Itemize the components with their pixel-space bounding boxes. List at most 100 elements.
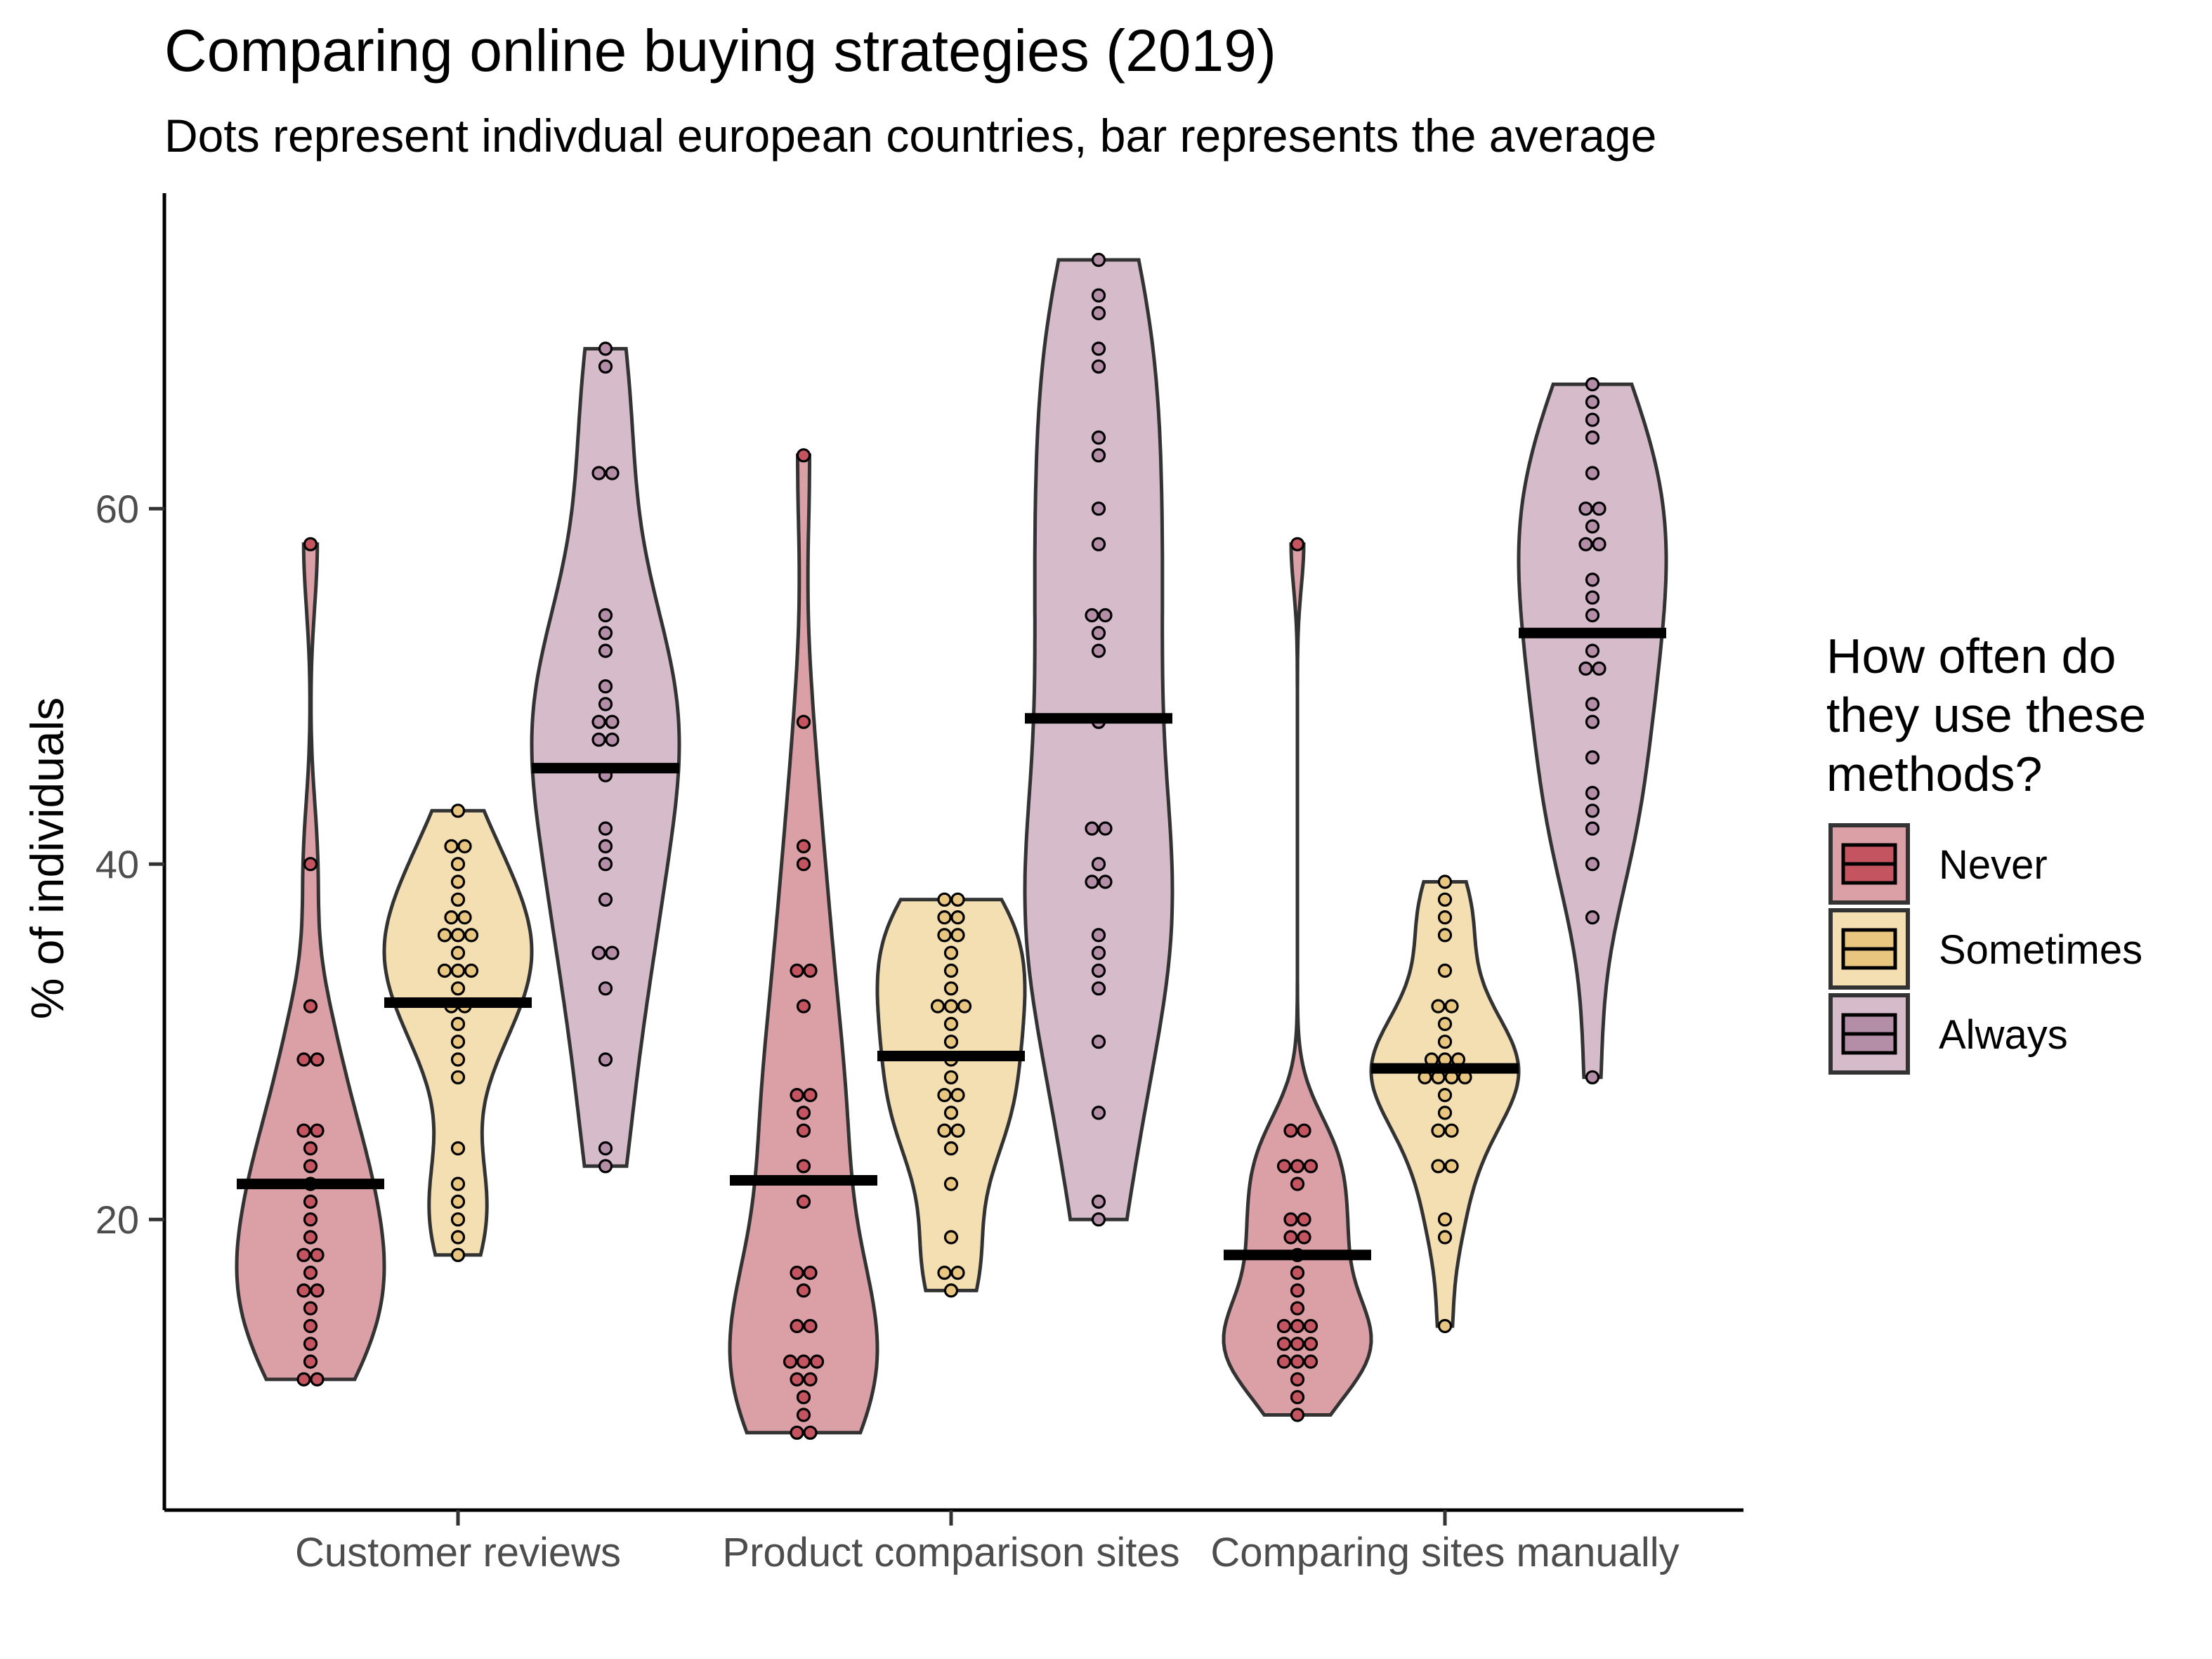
country-dot [591,732,606,747]
country-dot [1585,572,1600,587]
country-dot [790,963,804,978]
country-dot [937,1265,952,1280]
country-dot [303,1141,318,1156]
country-dot [937,892,952,907]
country-dot [1585,1070,1600,1084]
country-dot [598,608,613,623]
country-dot [803,1372,818,1387]
legend-label-never: Never [1939,842,2048,888]
country-dot [943,1141,959,1156]
country-dot [790,1087,804,1103]
country-dot [1283,1123,1298,1138]
country-dot [303,1159,318,1174]
violin-always [1023,258,1174,1221]
country-dot [796,839,811,854]
chart-title: Comparing online buying strategies (2019… [164,18,1276,84]
country-dot [1437,1016,1453,1032]
violin-group-always-0 [530,341,681,1174]
country-dot [796,1283,811,1298]
y-tick-label: 40 [96,842,139,886]
country-dot [598,341,613,356]
country-dot [943,1283,959,1298]
country-dot [1297,1230,1311,1245]
country-dot [450,928,466,943]
country-dot [1585,466,1600,480]
country-dot [796,1123,811,1138]
country-dot [943,1230,959,1245]
country-dot [1303,1318,1318,1334]
country-dot [598,359,613,374]
country-dot [1085,821,1099,836]
country-dot [790,1318,804,1334]
country-dot [943,1016,959,1032]
country-dot [303,1194,318,1209]
country-dot [1091,1106,1106,1120]
country-dot [803,963,818,978]
country-dot [303,1301,318,1316]
legend-title-line: they use these [1826,688,2146,742]
country-dot [1276,1159,1292,1174]
country-dot [1444,999,1459,1014]
violin-sometimes [1369,880,1521,1328]
country-dot [1437,1106,1453,1120]
country-dot [1585,821,1600,836]
violin-sometimes [382,808,534,1257]
country-dot [1444,1159,1459,1174]
country-dot [450,1230,466,1245]
country-dot [1585,412,1600,427]
country-dot [598,697,613,712]
country-dot [1431,999,1446,1014]
country-dot [1290,1265,1305,1280]
country-dot [1091,306,1106,320]
country-dot [1437,892,1453,907]
country-dot [1431,1123,1446,1138]
country-dot [796,1194,811,1209]
country-dot [450,945,466,960]
violin-group-sometimes-0 [382,804,534,1262]
country-dot [450,1212,466,1227]
x-tick-label: Comparing sites manually [1210,1530,1679,1575]
country-dot [1085,608,1099,623]
country-dot [598,981,613,996]
country-dot [937,928,952,943]
country-dot [1283,1230,1298,1245]
country-dot [450,874,466,889]
country-dot [796,448,811,463]
violin-always [530,347,681,1168]
country-dot [1585,910,1600,925]
country-dot [1290,1372,1305,1387]
country-dot [450,1141,466,1156]
country-dot [796,1159,811,1174]
country-dot [1578,537,1593,551]
country-dot [950,1265,965,1280]
country-dot [591,945,606,960]
country-dot [450,1016,466,1032]
country-dot [1091,252,1106,268]
country-dot [1091,537,1106,551]
country-dot [803,1265,818,1280]
country-dot [450,1194,466,1209]
country-dot [1276,1318,1292,1334]
country-dot [303,1212,318,1227]
country-dot [937,1087,952,1103]
country-dot [591,466,606,480]
country-dot [1585,519,1600,534]
country-dot [1085,874,1099,889]
country-dot [1290,1318,1305,1334]
y-axis-label: % of individuals [21,697,73,1020]
country-dot [957,999,972,1014]
country-dot [1437,963,1453,978]
country-dot [296,1052,311,1067]
country-dot [1091,857,1106,872]
violin-group-never-0 [235,537,386,1387]
y-tick-label: 20 [96,1198,139,1242]
country-dot [1437,928,1453,943]
country-dot [450,1052,466,1067]
country-dot [1091,981,1106,996]
y-tick-label: 60 [96,487,139,531]
country-dot [1437,874,1453,889]
country-dot [457,839,472,854]
country-dot [943,1035,959,1049]
country-dot [796,1106,811,1120]
country-dot [303,1337,318,1351]
